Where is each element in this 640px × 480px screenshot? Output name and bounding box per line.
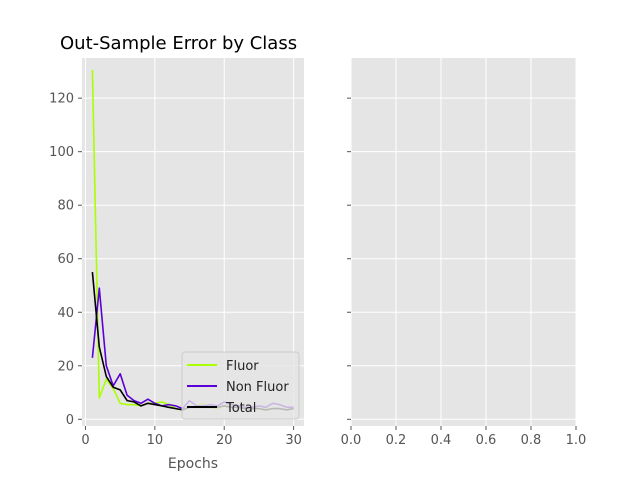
left-x-tick-label: 30 [285, 433, 302, 448]
legend-label-non-fluor: Non Fluor [226, 380, 289, 395]
left-ticks: 0 10 20 30 0 20 40 60 80 100 120 [49, 92, 302, 448]
right-plot-background [351, 58, 576, 426]
left-y-tick-label: 120 [49, 92, 74, 107]
left-y-tick-label: 0 [66, 413, 74, 428]
left-y-tick-label: 100 [49, 145, 74, 160]
left-grid [82, 58, 304, 426]
right-x-tick-label: 1.0 [566, 433, 587, 448]
right-grid [350, 58, 577, 426]
left-y-tick-label: 80 [57, 199, 74, 214]
right-x-tick-label: 0.8 [521, 433, 542, 448]
right-x-tick-label: 0.0 [341, 433, 362, 448]
left-x-tick-label: 20 [216, 433, 233, 448]
legend-label-total: Total [225, 401, 256, 416]
right-axes: 0.0 0.2 0.4 0.6 0.8 1.0 [341, 58, 587, 448]
chart-title: Out-Sample Error by Class [60, 33, 297, 54]
legend-label-fluor: Fluor [226, 359, 259, 374]
right-x-tick-label: 0.6 [476, 433, 497, 448]
right-x-tick-label: 0.4 [431, 433, 452, 448]
right-x-tick-label: 0.2 [386, 433, 407, 448]
left-y-tick-label: 40 [57, 306, 74, 321]
right-ticks: 0.0 0.2 0.4 0.6 0.8 1.0 [341, 97, 587, 448]
left-x-tick-label: 10 [147, 433, 164, 448]
legend-box [181, 351, 300, 420]
left-x-tick-label: 0 [81, 433, 89, 448]
left-y-tick-label: 60 [57, 252, 74, 267]
left-y-tick-label: 20 [57, 359, 74, 374]
left-axes: 0 10 20 30 0 20 40 60 80 100 120 Out-Sample Error … [49, 33, 304, 472]
x-axis-label: Epochs [168, 456, 218, 472]
legend: Fluor Non Fluor Total [181, 351, 300, 420]
